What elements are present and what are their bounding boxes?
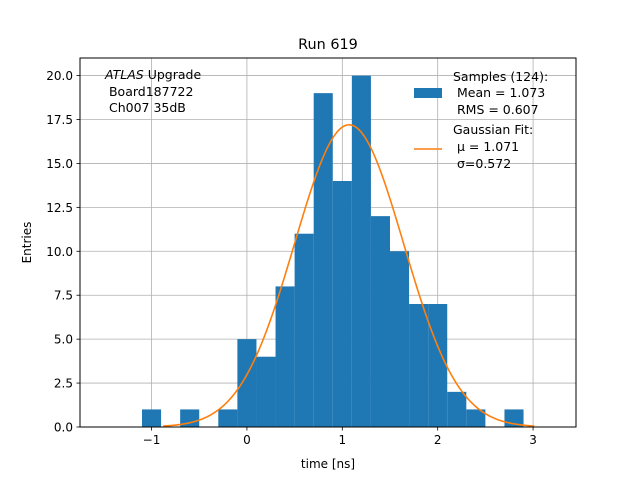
- histogram-bar: [332, 181, 352, 427]
- histogram-bar: [313, 93, 333, 428]
- annotation-channel: Ch007 35dB: [105, 100, 186, 115]
- histogram-bar: [275, 286, 295, 427]
- histogram-bar: [351, 75, 371, 428]
- annotation-atlas: ATLAS: [104, 67, 144, 82]
- chart-title: Run 619: [298, 37, 358, 53]
- x-tick-label: −1: [143, 433, 161, 447]
- atlas-annotation: ATLAS Upgrade Board187722 Ch007 35dB: [104, 67, 201, 115]
- plot-frame: [79, 57, 577, 428]
- legend-sigma: σ=0.572: [453, 156, 511, 171]
- legend-rms: RMS = 0.607: [453, 102, 539, 117]
- histogram-bar: [447, 391, 467, 427]
- annotation-line-1: ATLAS Upgrade: [104, 67, 201, 82]
- histogram-bar: [256, 356, 276, 427]
- x-axis-ticks: −1 0 1 2 3: [143, 427, 537, 447]
- y-tick-label: 7.5: [54, 289, 73, 303]
- histogram-bar: [142, 409, 162, 427]
- y-tick-label: 20.0: [46, 69, 73, 83]
- y-tick-label: 17.5: [46, 113, 73, 127]
- legend-label-fit: Gaussian Fit:: [453, 122, 533, 137]
- y-tick-label: 10.0: [46, 245, 73, 259]
- y-tick-label: 12.5: [46, 201, 73, 215]
- histogram-bar: [294, 233, 314, 427]
- y-tick-label: 15.0: [46, 157, 73, 171]
- legend-label-samples: Samples (124):: [453, 69, 548, 84]
- y-axis-label: Entries: [20, 222, 34, 264]
- histogram-bar: [218, 409, 238, 427]
- y-axis-ticks: 0.0 2.5 5.0 7.5 10.0 12.5 15.0 17.5 20.0: [46, 69, 80, 435]
- x-tick-label: 3: [529, 433, 537, 447]
- histogram-bar: [428, 304, 448, 427]
- x-tick-label: 2: [434, 433, 442, 447]
- y-tick-label: 0.0: [54, 421, 73, 435]
- legend-mu: μ = 1.071: [453, 139, 519, 154]
- annotation-board: Board187722: [105, 84, 193, 99]
- histogram-bars: [142, 75, 524, 428]
- histogram-bar: [370, 216, 390, 427]
- y-tick-label: 5.0: [54, 333, 73, 347]
- gaussian-fit: [163, 123, 535, 427]
- x-tick-label: 0: [243, 433, 251, 447]
- x-tick-label: 1: [338, 433, 346, 447]
- legend-mean: Mean = 1.073: [453, 85, 545, 100]
- histogram-bar: [409, 304, 429, 427]
- y-tick-label: 2.5: [54, 377, 73, 391]
- histogram-bar: [237, 339, 257, 427]
- histogram-bar: [180, 409, 200, 427]
- annotation-upgrade: Upgrade: [144, 67, 202, 82]
- legend-swatch-histogram: [414, 88, 442, 98]
- gaussian-fit-curve: [163, 123, 535, 427]
- legend: Samples (124): Mean = 1.073 RMS = 0.607 …: [414, 69, 548, 171]
- histogram-bar: [390, 251, 410, 427]
- histogram-bar: [466, 409, 486, 427]
- x-axis-label: time [ns]: [301, 457, 355, 471]
